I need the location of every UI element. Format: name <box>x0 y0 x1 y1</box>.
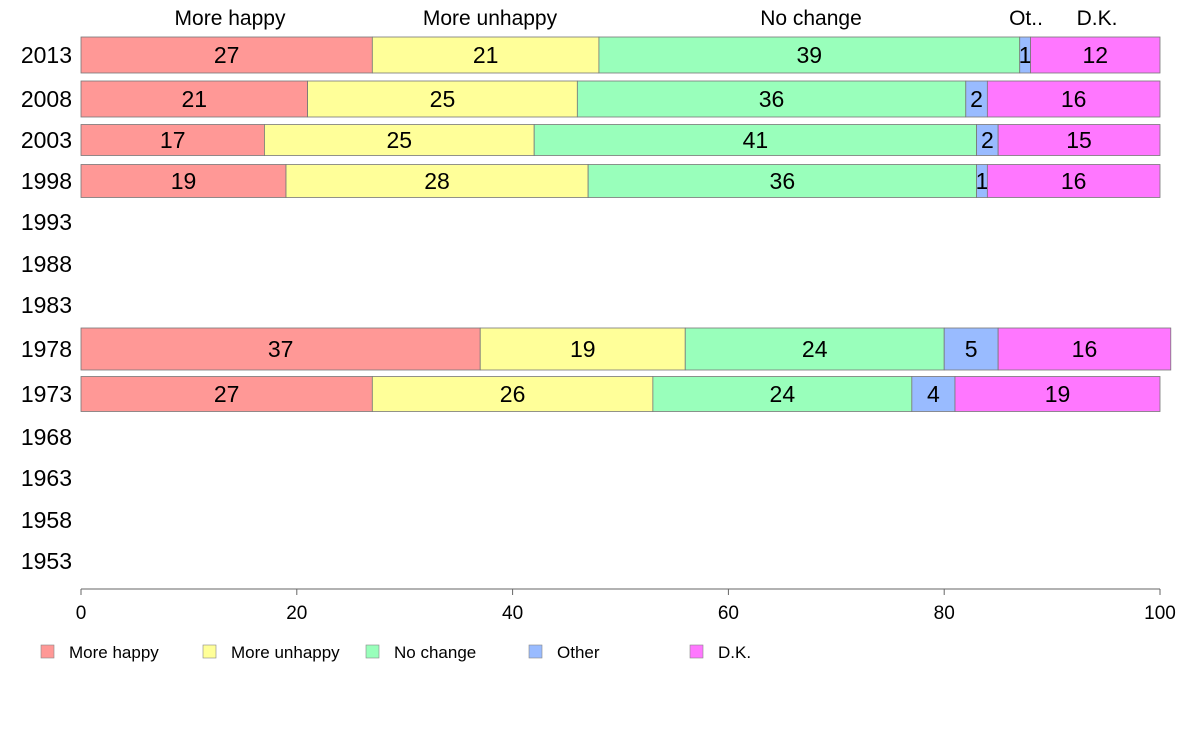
year-label: 1978 <box>21 336 72 362</box>
bar-segment <box>80 36 373 74</box>
x-tick-label: 20 <box>286 603 307 624</box>
data-label: 24 <box>770 381 796 407</box>
year-label: 1958 <box>21 507 72 533</box>
bar-segment <box>371 376 654 412</box>
legend-swatch <box>40 644 55 659</box>
bar-segment <box>954 376 1161 412</box>
data-label: 21 <box>473 42 499 68</box>
column-header: More happy <box>175 7 286 30</box>
data-label: 39 <box>797 42 823 68</box>
legend: More happy More unhappy No change Other D.K. <box>40 643 751 662</box>
data-label: 5 <box>965 336 978 362</box>
bar-segment <box>307 80 578 118</box>
year-label: 1998 <box>21 168 72 194</box>
year-label: 1983 <box>21 292 72 318</box>
data-label: 17 <box>160 127 186 153</box>
bar-segment <box>1030 36 1161 74</box>
x-axis: 0 20 40 60 80 100 <box>76 588 1176 624</box>
data-label: 4 <box>927 381 940 407</box>
year-label: 1953 <box>21 548 72 574</box>
legend-swatch <box>202 644 217 659</box>
year-label: 1968 <box>21 424 72 450</box>
bar-segment <box>986 164 1161 198</box>
year-label: 1973 <box>21 381 72 407</box>
legend-label: Other <box>557 643 600 662</box>
year-label: 2003 <box>21 127 72 153</box>
x-tick-label: 0 <box>76 603 87 624</box>
year-label: 1988 <box>21 251 72 277</box>
bar-segment <box>943 327 999 371</box>
bar-segment <box>80 327 481 371</box>
data-label: 41 <box>743 127 769 153</box>
data-label: 16 <box>1061 86 1087 112</box>
data-label: 15 <box>1066 127 1092 153</box>
bar-segment <box>684 327 945 371</box>
bar-segment <box>997 124 1161 156</box>
data-label: 12 <box>1082 42 1108 68</box>
bar-segment <box>80 376 373 412</box>
bar-segment <box>80 80 308 118</box>
data-label: 16 <box>1072 336 1098 362</box>
data-label: 19 <box>1045 381 1071 407</box>
year-label: 2008 <box>21 86 72 112</box>
data-label: 21 <box>181 86 207 112</box>
data-label: 19 <box>171 168 197 194</box>
bar-segment <box>986 80 1161 118</box>
bar-segment <box>264 124 535 156</box>
column-header: D.K. <box>1077 7 1118 30</box>
bar-segment <box>479 327 686 371</box>
data-label: 1 <box>1019 42 1032 68</box>
bar-segment <box>587 164 977 198</box>
data-label: 28 <box>424 168 450 194</box>
year-label: 1993 <box>21 209 72 235</box>
bar-segment <box>911 376 956 412</box>
column-headers: More happy More unhappy No change Ot.. D.K. <box>175 7 1118 30</box>
data-label: 36 <box>770 168 796 194</box>
data-label: 25 <box>430 86 456 112</box>
bar-segment <box>285 164 589 198</box>
bar-segment <box>576 80 967 118</box>
data-label: 37 <box>268 336 294 362</box>
column-header: Ot.. <box>1009 7 1043 30</box>
data-label: 2 <box>970 86 983 112</box>
legend-label: No change <box>394 643 476 662</box>
bar-segment <box>80 164 287 198</box>
bar-segment <box>80 124 265 156</box>
legend-label: More happy <box>69 643 159 662</box>
x-tick-label: 60 <box>718 603 739 624</box>
bar-segment <box>652 376 913 412</box>
x-tick-label: 40 <box>502 603 523 624</box>
data-label: 16 <box>1061 168 1087 194</box>
data-label: 27 <box>214 381 240 407</box>
legend-swatch <box>365 644 380 659</box>
legend-label: More unhappy <box>231 643 340 662</box>
data-label: 27 <box>214 42 240 68</box>
bar-segment <box>533 124 977 156</box>
x-tick-label: 100 <box>1144 603 1176 624</box>
data-label: 1 <box>976 168 989 194</box>
data-label: 24 <box>802 336 828 362</box>
column-header: More unhappy <box>423 7 558 30</box>
data-label: 25 <box>387 127 413 153</box>
data-label: 2 <box>981 127 994 153</box>
bar-segment <box>997 327 1172 371</box>
data-label: 26 <box>500 381 526 407</box>
bar-segment <box>598 36 1021 74</box>
legend-label: D.K. <box>718 643 751 662</box>
legend-swatch <box>528 644 543 659</box>
year-label: 2013 <box>21 42 72 68</box>
data-label: 36 <box>759 86 785 112</box>
legend-swatch <box>689 644 704 659</box>
data-label: 19 <box>570 336 596 362</box>
x-tick-label: 80 <box>934 603 955 624</box>
bar-segment <box>371 36 600 74</box>
year-label: 1963 <box>21 465 72 491</box>
column-header: No change <box>760 7 862 30</box>
